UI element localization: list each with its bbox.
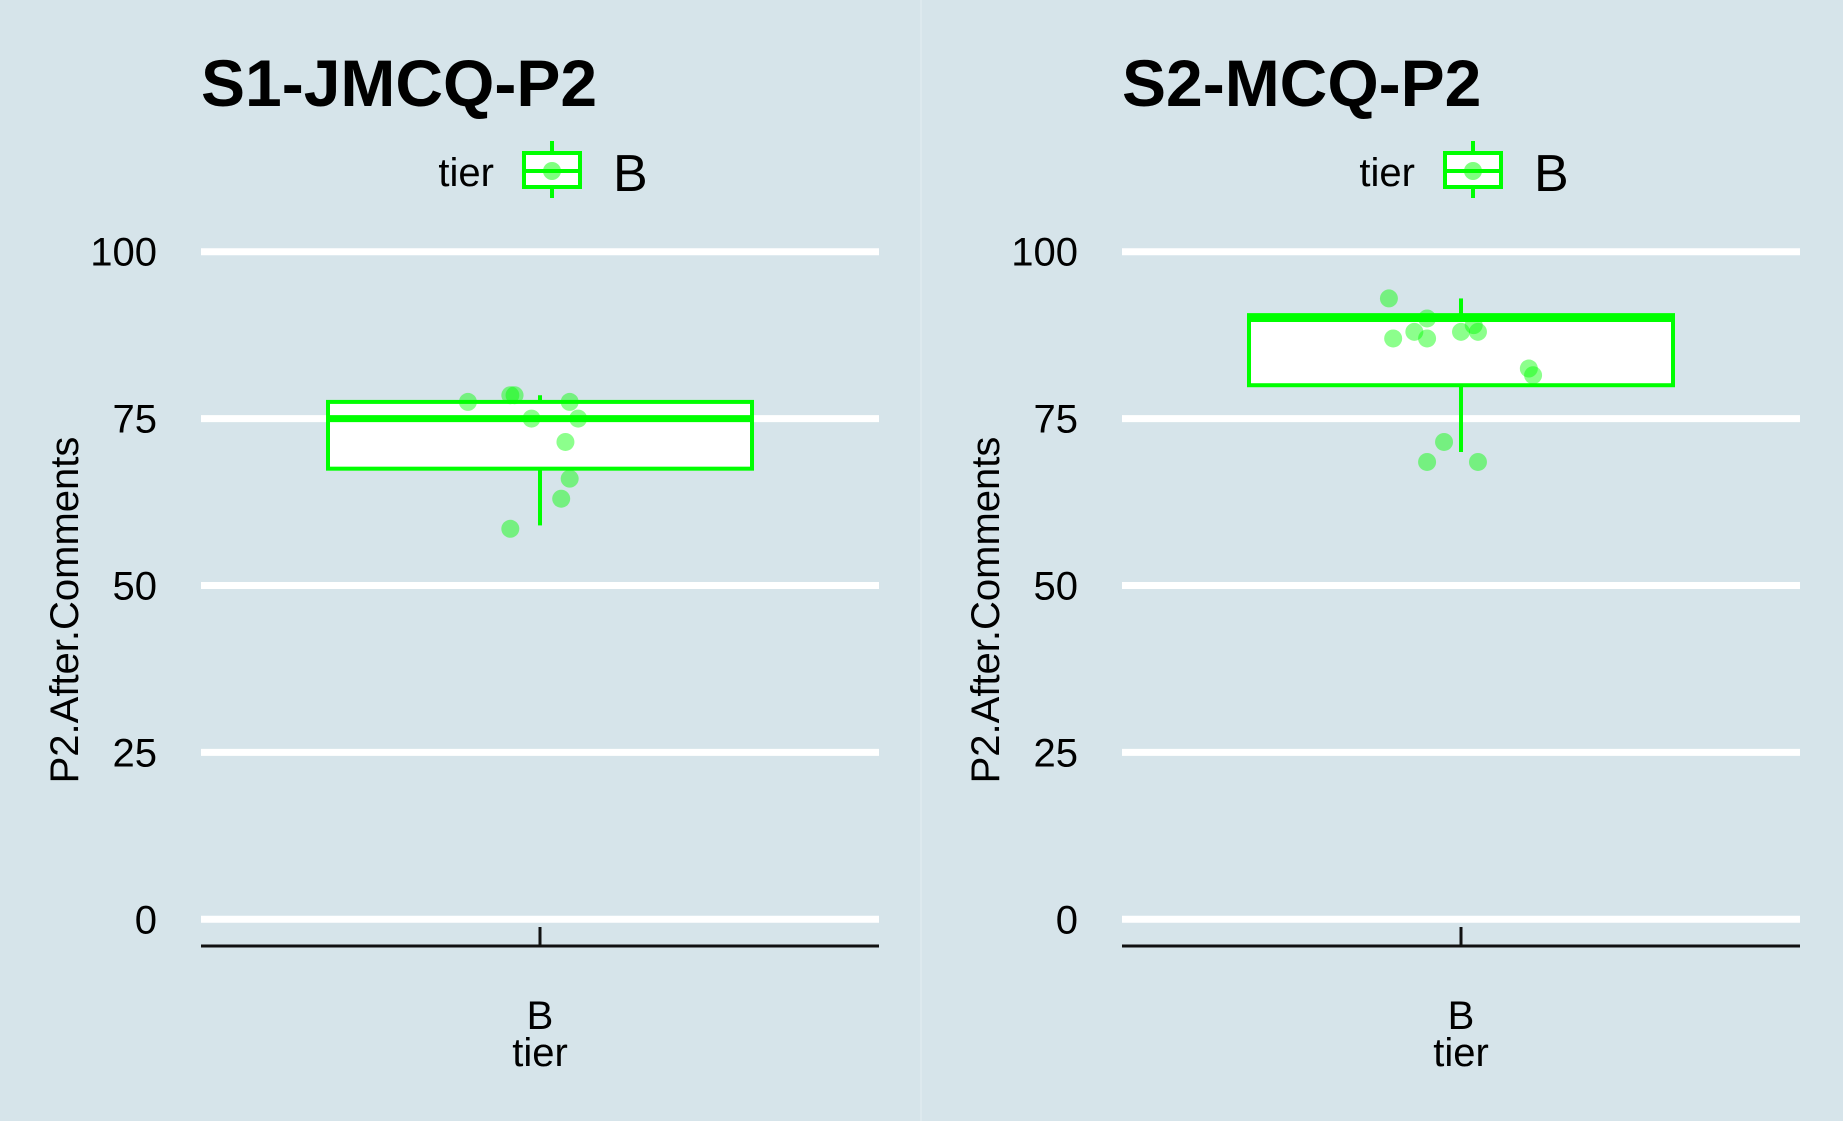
data-point [1452,322,1470,341]
box-iqr [326,399,754,471]
y-axis-title: P2.After.Comments [43,437,87,784]
y-tick-label-25: 25 [1034,731,1079,775]
legend: tier B [1359,141,1569,203]
y-axis-tick-labels: 0 25 50 75 100 [1011,231,1078,943]
jitter-points [1379,289,1543,471]
y-tick-label-50: 50 [1034,565,1079,609]
y-tick-label-25: 25 [113,731,158,775]
data-point [501,519,520,538]
data-point [1418,329,1437,348]
y-tick-label-100: 100 [90,231,157,275]
x-tick-label-b: B [1448,994,1475,1038]
data-point [1418,309,1437,328]
legend: tier B [438,141,648,203]
legend-key-point [543,162,561,180]
data-point [1468,322,1487,341]
y-axis-title: P2.After.Comments [964,437,1008,784]
boxplot [326,395,754,526]
panel-s1-jmcq-p2: S1-JMCQ-P2 tier B 0 25 50 75 100 B tier P2.A… [43,46,879,1075]
data-point [552,489,571,508]
chart-title: S1-JMCQ-P2 [201,46,597,120]
data-point [1519,359,1538,378]
data-point [505,386,524,405]
data-point [1418,452,1437,471]
y-tick-label-0: 0 [1056,898,1078,942]
boxplot [1247,298,1675,452]
legend-title: tier [1359,151,1415,195]
data-point [1379,289,1398,308]
y-axis-tick-labels: 0 25 50 75 100 [90,231,157,943]
data-point [1524,366,1543,385]
x-tick-label-b: B [527,994,554,1038]
data-point [458,392,477,411]
y-tick-label-75: 75 [113,398,158,442]
legend-title: tier [438,151,494,195]
chart-title: S2-MCQ-P2 [1122,46,1481,120]
y-tick-label-75: 75 [1034,398,1079,442]
y-tick-label-100: 100 [1011,231,1078,275]
data-point [569,409,588,428]
legend-key-box-icon [1443,141,1503,198]
panel-s2-mcq-p2: S2-MCQ-P2 tier B 0 25 50 75 100 B tier P2.Af… [964,46,1800,1075]
jitter-points [458,386,588,538]
data-point [1384,329,1403,348]
data-point [1435,432,1454,451]
data-point [1468,452,1487,471]
y-tick-label-50: 50 [113,565,158,609]
data-point [560,469,579,488]
legend-label-b: B [613,145,648,203]
data-point [501,386,520,405]
data-point [556,432,575,451]
gridlines [201,248,879,923]
legend-key-point [1464,162,1482,180]
y-tick-label-0: 0 [135,898,157,942]
legend-key-box-icon [522,141,582,198]
data-point [522,409,541,428]
data-point [560,392,579,411]
box-iqr [1247,313,1675,388]
legend-label-b: B [1534,145,1569,203]
x-axis-title: tier [1433,1031,1489,1075]
data-point [1464,316,1483,335]
data-point [1405,322,1424,341]
x-axis-title: tier [512,1031,568,1075]
